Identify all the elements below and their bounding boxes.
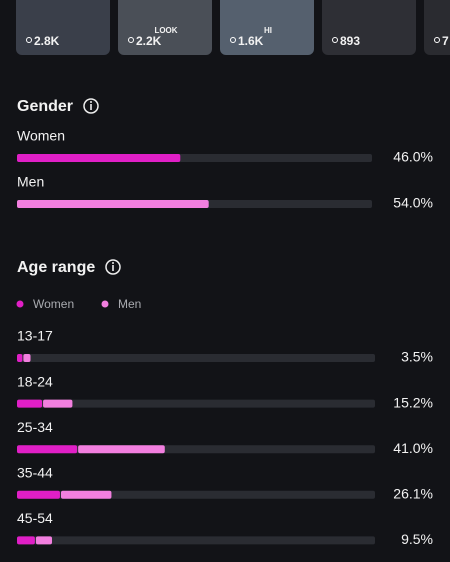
- men-bar: [35, 536, 53, 545]
- info-icon: [105, 259, 121, 275]
- viewer-count: 2.2K: [136, 34, 162, 48]
- viewer-icon: [128, 37, 134, 43]
- gender-label: Men: [17, 174, 44, 190]
- gender-bar: [17, 154, 181, 162]
- section-title: Gender: [17, 98, 73, 115]
- age-percent: 15.2%: [393, 394, 433, 410]
- age-label: 18-24: [17, 373, 53, 389]
- viewer-icon: [26, 37, 32, 43]
- women-bar: [17, 354, 23, 362]
- thumbnail-caption: HI: [264, 26, 272, 35]
- bar-track: [17, 536, 375, 545]
- bar-track: [17, 354, 375, 362]
- women-bar: [17, 490, 60, 499]
- info-icon: [83, 98, 99, 114]
- thumbnail-caption: LOOK: [154, 26, 177, 35]
- viewer-count: 893: [340, 34, 360, 48]
- age-percent: 26.1%: [393, 486, 433, 502]
- viewer-count: 7: [442, 34, 449, 48]
- legend-dot: [16, 300, 24, 308]
- men-bar: [23, 354, 31, 362]
- section-title: Age range: [17, 259, 95, 276]
- bar-track: [17, 399, 375, 408]
- viewer-count: 2.8K: [34, 34, 60, 48]
- video-thumbnail[interactable]: [424, 0, 450, 55]
- women-bar: [17, 536, 35, 545]
- age-label: 13-17: [17, 328, 53, 344]
- women-bar: [17, 445, 78, 454]
- viewer-icon: [230, 37, 236, 43]
- legend-label: Men: [118, 297, 141, 311]
- gender-label: Women: [17, 128, 65, 144]
- age-percent: 3.5%: [401, 349, 433, 365]
- viewer-count: 1.6K: [238, 34, 264, 48]
- men-bar: [43, 399, 73, 408]
- video-thumbnail[interactable]: [118, 0, 212, 55]
- men-bar: [78, 445, 165, 454]
- gender-percent: 46.0%: [393, 149, 433, 165]
- legend-dot: [101, 300, 109, 308]
- age-percent: 9.5%: [401, 531, 433, 547]
- video-thumbnail[interactable]: [322, 0, 416, 55]
- age-label: 45-54: [17, 510, 53, 526]
- age-percent: 41.0%: [393, 440, 433, 456]
- gender-bar: [17, 200, 209, 208]
- video-thumbnail[interactable]: [220, 0, 314, 55]
- legend-label: Women: [33, 297, 74, 311]
- men-bar: [60, 490, 112, 499]
- age-label: 35-44: [17, 465, 53, 481]
- women-bar: [17, 399, 43, 408]
- viewer-icon: [434, 37, 440, 43]
- age-label: 25-34: [17, 419, 53, 435]
- gender-percent: 54.0%: [393, 195, 433, 211]
- video-thumbnail[interactable]: [16, 0, 110, 55]
- viewer-icon: [332, 37, 338, 43]
